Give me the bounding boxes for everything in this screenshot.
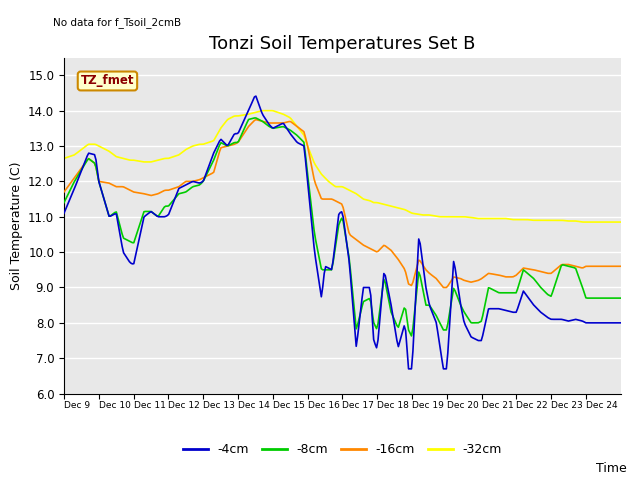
Text: Time: Time (596, 462, 627, 475)
Text: No data for f_Tsoil_2cmB: No data for f_Tsoil_2cmB (53, 17, 181, 28)
Legend: -4cm, -8cm, -16cm, -32cm: -4cm, -8cm, -16cm, -32cm (178, 438, 507, 461)
Text: TZ_fmet: TZ_fmet (81, 74, 134, 87)
Title: Tonzi Soil Temperatures Set B: Tonzi Soil Temperatures Set B (209, 35, 476, 53)
Y-axis label: Soil Temperature (C): Soil Temperature (C) (10, 161, 22, 290)
